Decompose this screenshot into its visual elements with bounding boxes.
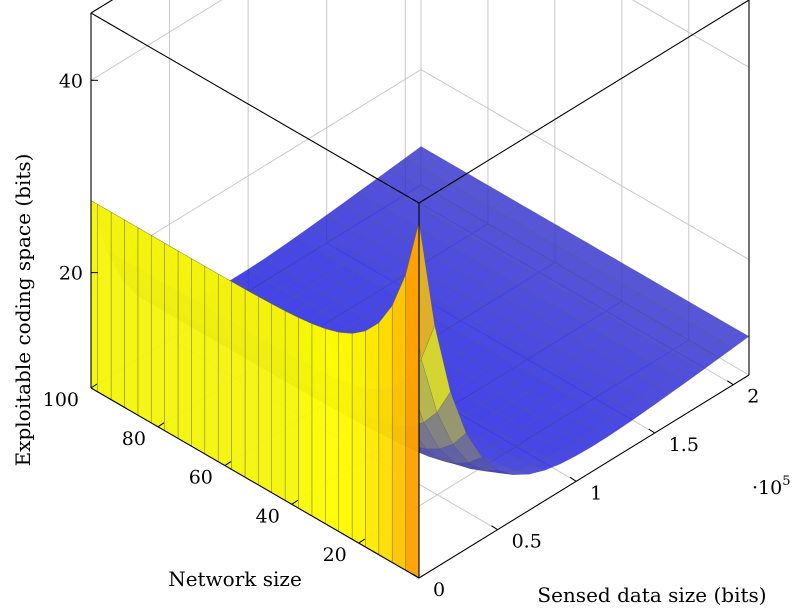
box-edge xyxy=(418,0,750,204)
axis-ticks: 20 40 60 80 100 0 0.5 1 1.5 2 20 40 xyxy=(43,70,760,601)
surface-curtain xyxy=(231,281,246,478)
box-back-edge xyxy=(90,0,114,14)
y-tick-mark xyxy=(491,525,498,531)
surface-curtain xyxy=(258,296,272,494)
x-tick-mark xyxy=(90,383,98,389)
z-tick-label: 40 xyxy=(59,70,83,92)
x-tick-mark xyxy=(224,461,232,466)
surface-curtain xyxy=(392,274,406,571)
surface-curtain xyxy=(378,305,393,563)
y-tick-mark xyxy=(569,476,577,482)
x-tick-label: 40 xyxy=(256,505,280,527)
surface-curtain xyxy=(164,242,179,439)
y-axis-label: Sensed data size (bits) xyxy=(537,583,766,607)
surface-curtain xyxy=(271,303,286,501)
surface-curtain xyxy=(244,288,259,486)
surface-curtain xyxy=(204,265,219,463)
surface-curtain xyxy=(405,222,420,579)
z-axis-label: Exploitable coding space (bits) xyxy=(11,154,35,467)
surface-curtain xyxy=(137,227,152,424)
x-tick-label: 60 xyxy=(189,467,213,489)
surface-curtain xyxy=(325,328,339,532)
surface-curtain xyxy=(124,219,139,416)
x-tick-label: 100 xyxy=(43,389,79,411)
y-tick-label: 1 xyxy=(590,482,602,504)
y-tick-label: 1.5 xyxy=(669,434,699,456)
surface-curtain xyxy=(97,204,112,400)
box-edge xyxy=(90,0,114,14)
axis-box xyxy=(90,0,750,579)
surface-curtain xyxy=(365,322,379,556)
surface-curtain xyxy=(150,235,165,432)
y-tick-mark xyxy=(412,573,420,579)
surface-curtain xyxy=(191,258,206,455)
surface-curtain xyxy=(338,332,353,540)
surface-curtain xyxy=(298,317,313,517)
y-axis-multiplier: ·105 xyxy=(752,474,791,499)
box-edge xyxy=(90,387,420,579)
y-tick-label: 0.5 xyxy=(512,531,542,553)
x-tick-mark xyxy=(291,499,299,505)
surface-plot xyxy=(90,146,750,579)
surface-curtain xyxy=(90,200,98,393)
x-tick-mark xyxy=(358,538,366,544)
surface-curtain xyxy=(110,211,125,408)
y-tick-mark xyxy=(648,428,655,434)
box-edge xyxy=(90,12,420,204)
grid-line xyxy=(90,0,750,81)
box-edge xyxy=(418,374,750,579)
x-tick-label: 20 xyxy=(323,544,347,566)
surface-curtain xyxy=(177,250,192,447)
y-tick-label: 2 xyxy=(747,386,759,408)
x-axis-label: Network size xyxy=(168,567,302,591)
surface-curtain xyxy=(217,273,232,470)
z-tick-label: 20 xyxy=(59,263,83,285)
x-tick-label: 80 xyxy=(122,428,146,450)
y-tick-label: 0 xyxy=(433,579,445,601)
y-tick-mark xyxy=(727,380,734,386)
x-tick-mark xyxy=(157,422,165,428)
surface-curtain xyxy=(351,330,366,548)
surface-curtain xyxy=(311,323,326,525)
surface-curtain xyxy=(284,310,299,509)
